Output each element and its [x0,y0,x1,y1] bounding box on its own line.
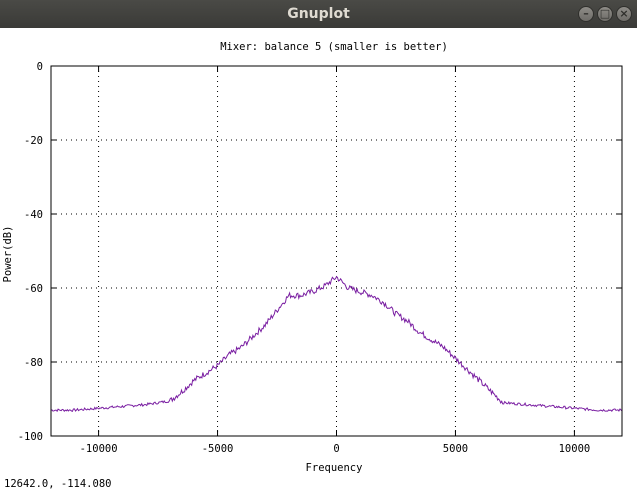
window-titlebar: Gnuplot – □ × [0,0,637,28]
x-tick-label: -5000 [202,443,234,455]
plot-canvas[interactable]: Mixer: balance 5 (smaller is better) Fre… [0,28,637,489]
y-tick-label: -40 [24,209,43,221]
series [50,275,623,413]
y-tick-label: 0 [37,61,43,73]
maximize-icon[interactable]: □ [597,6,613,22]
coordinate-readout: 12642.0, -114.080 [4,478,112,490]
y-tick-label: -80 [24,357,43,369]
x-tick-label: 0 [333,443,339,455]
x-axis-label: Frequency [306,462,363,474]
plot-frame [50,65,623,437]
y-tick-label: -100 [18,431,43,443]
ticks: -10000 -5000 0 5000 10000 0 -20 -40 -60 -80 -100 [18,61,622,455]
y-tick-label: -20 [24,135,43,147]
x-tick-label: 10000 [559,443,591,455]
window-title: Gnuplot [287,6,350,22]
chart-title: Mixer: balance 5 (smaller is better) [220,41,448,53]
chart-svg: Mixer: balance 5 (smaller is better) Fre… [2,41,623,474]
minimize-icon[interactable]: – [578,6,594,22]
x-tick-label: 5000 [443,443,468,455]
spectrum-line [50,275,623,413]
y-axis-label: Power(dB) [2,226,14,283]
close-icon[interactable]: × [616,6,632,22]
y-tick-label: -60 [24,283,43,295]
grid [51,65,622,437]
x-tick-label: -10000 [80,443,118,455]
